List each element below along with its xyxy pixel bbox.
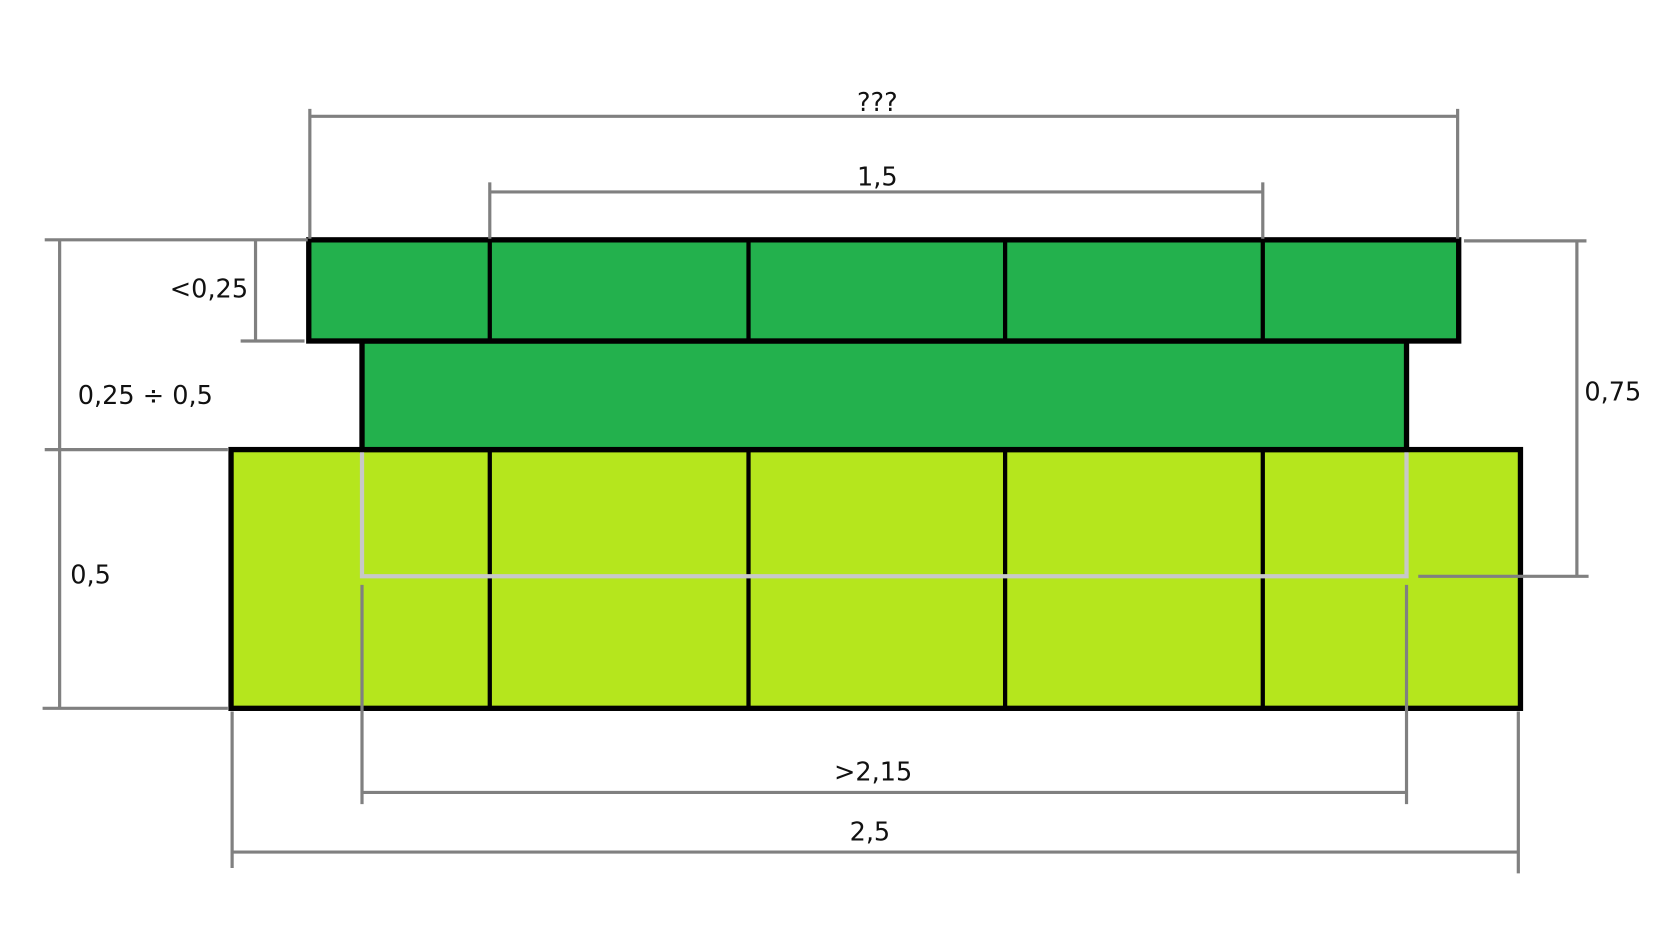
- top-row-height-label: <0,25: [170, 274, 248, 304]
- top-inner-width-dimension: 1,5: [488, 163, 1265, 239]
- bottom-row-height-label: 0,5: [70, 561, 111, 591]
- right-height-label: 0,75: [1584, 378, 1641, 408]
- top-total-width-label: ???: [857, 88, 898, 118]
- bottom-total-width-label: 2,5: [850, 817, 891, 847]
- bottom-row: [228, 446, 1524, 711]
- top-inner-width-label: 1,5: [857, 163, 898, 193]
- top-row-block: [306, 237, 1462, 344]
- bottom-row-block: [228, 446, 1524, 711]
- middle-layer-width-dimension: >2,15: [360, 584, 1409, 805]
- middle-layer-height-label: 0,25 ÷ 0,5: [78, 381, 213, 411]
- middle-layer-overlay-outline: [359, 451, 1409, 579]
- top-total-width-dimension: ???: [308, 88, 1460, 239]
- top-row-height-dimension: <0,25: [44, 238, 308, 343]
- middle-layer-width-label: >2,15: [834, 758, 912, 788]
- top-row: [306, 237, 1462, 344]
- left-height-dimensions: 0,25 ÷ 0,5 0,5: [42, 239, 228, 710]
- bottom-total-width-dimension: 2,5: [230, 711, 1520, 874]
- right-height-dimension: 0,75: [1418, 239, 1641, 578]
- middle-layer-block: [359, 338, 1410, 453]
